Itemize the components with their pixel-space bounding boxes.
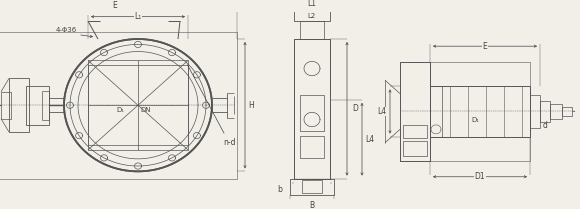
Bar	[26, 85, 49, 125]
Text: D₁: D₁	[116, 107, 124, 113]
Bar	[1, 92, 11, 119]
Text: D1: D1	[474, 172, 485, 181]
Bar	[9, 78, 29, 132]
Text: L1: L1	[307, 0, 317, 8]
Text: 4-Φ36: 4-Φ36	[55, 27, 77, 33]
Text: H: H	[248, 101, 254, 110]
Text: L4: L4	[365, 135, 375, 144]
Text: d: d	[542, 121, 548, 130]
Text: b: b	[277, 185, 282, 194]
Text: L4: L4	[378, 107, 386, 116]
Text: n-d: n-d	[187, 65, 235, 148]
Text: B: B	[310, 201, 314, 209]
Text: L₁: L₁	[135, 12, 142, 21]
Text: E: E	[483, 42, 487, 51]
Text: L2: L2	[308, 13, 316, 19]
Text: E: E	[112, 1, 117, 10]
Text: D: D	[352, 104, 358, 113]
Text: DN: DN	[141, 107, 151, 113]
Text: D₁: D₁	[471, 117, 479, 123]
